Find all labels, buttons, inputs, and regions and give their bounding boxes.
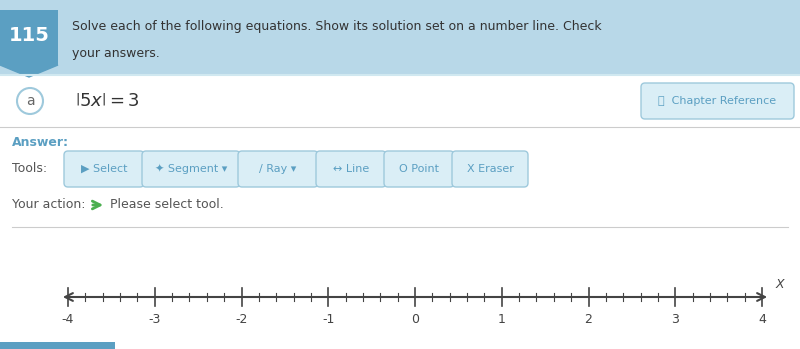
Text: O Point: O Point [399, 164, 439, 174]
Text: Please select tool.: Please select tool. [110, 199, 224, 211]
FancyBboxPatch shape [64, 151, 144, 187]
Text: 4: 4 [758, 313, 766, 326]
Text: $\left|5x\right|=3$: $\left|5x\right|=3$ [75, 92, 140, 110]
Text: 115: 115 [9, 26, 50, 45]
Text: ↔ Line: ↔ Line [333, 164, 369, 174]
Text: a: a [26, 94, 34, 108]
FancyBboxPatch shape [0, 342, 115, 349]
Text: X: X [776, 279, 784, 291]
Text: ✦ Segment ▾: ✦ Segment ▾ [155, 164, 227, 174]
Text: -1: -1 [322, 313, 334, 326]
Text: -2: -2 [235, 313, 248, 326]
Text: ⎓  Chapter Reference: ⎓ Chapter Reference [658, 96, 777, 106]
Text: -4: -4 [62, 313, 74, 326]
FancyBboxPatch shape [452, 151, 528, 187]
Text: ▶ Select: ▶ Select [81, 164, 127, 174]
Text: / Ray ▾: / Ray ▾ [259, 164, 297, 174]
Text: 0: 0 [411, 313, 419, 326]
FancyBboxPatch shape [316, 151, 386, 187]
FancyBboxPatch shape [641, 83, 794, 119]
Circle shape [17, 88, 43, 114]
Text: X Eraser: X Eraser [466, 164, 514, 174]
FancyBboxPatch shape [142, 151, 240, 187]
Text: Your action:: Your action: [12, 199, 86, 211]
Text: 2: 2 [585, 313, 593, 326]
FancyBboxPatch shape [0, 10, 58, 65]
Polygon shape [0, 65, 58, 77]
Text: Tools:: Tools: [12, 163, 47, 176]
FancyBboxPatch shape [0, 0, 800, 75]
Text: 3: 3 [671, 313, 679, 326]
Text: your answers.: your answers. [72, 47, 160, 60]
FancyBboxPatch shape [384, 151, 454, 187]
Text: Solve each of the following equations. Show its solution set on a number line. C: Solve each of the following equations. S… [72, 20, 602, 33]
Text: Answer:: Answer: [12, 136, 69, 149]
FancyBboxPatch shape [238, 151, 318, 187]
Text: -3: -3 [149, 313, 161, 326]
Text: 1: 1 [498, 313, 506, 326]
